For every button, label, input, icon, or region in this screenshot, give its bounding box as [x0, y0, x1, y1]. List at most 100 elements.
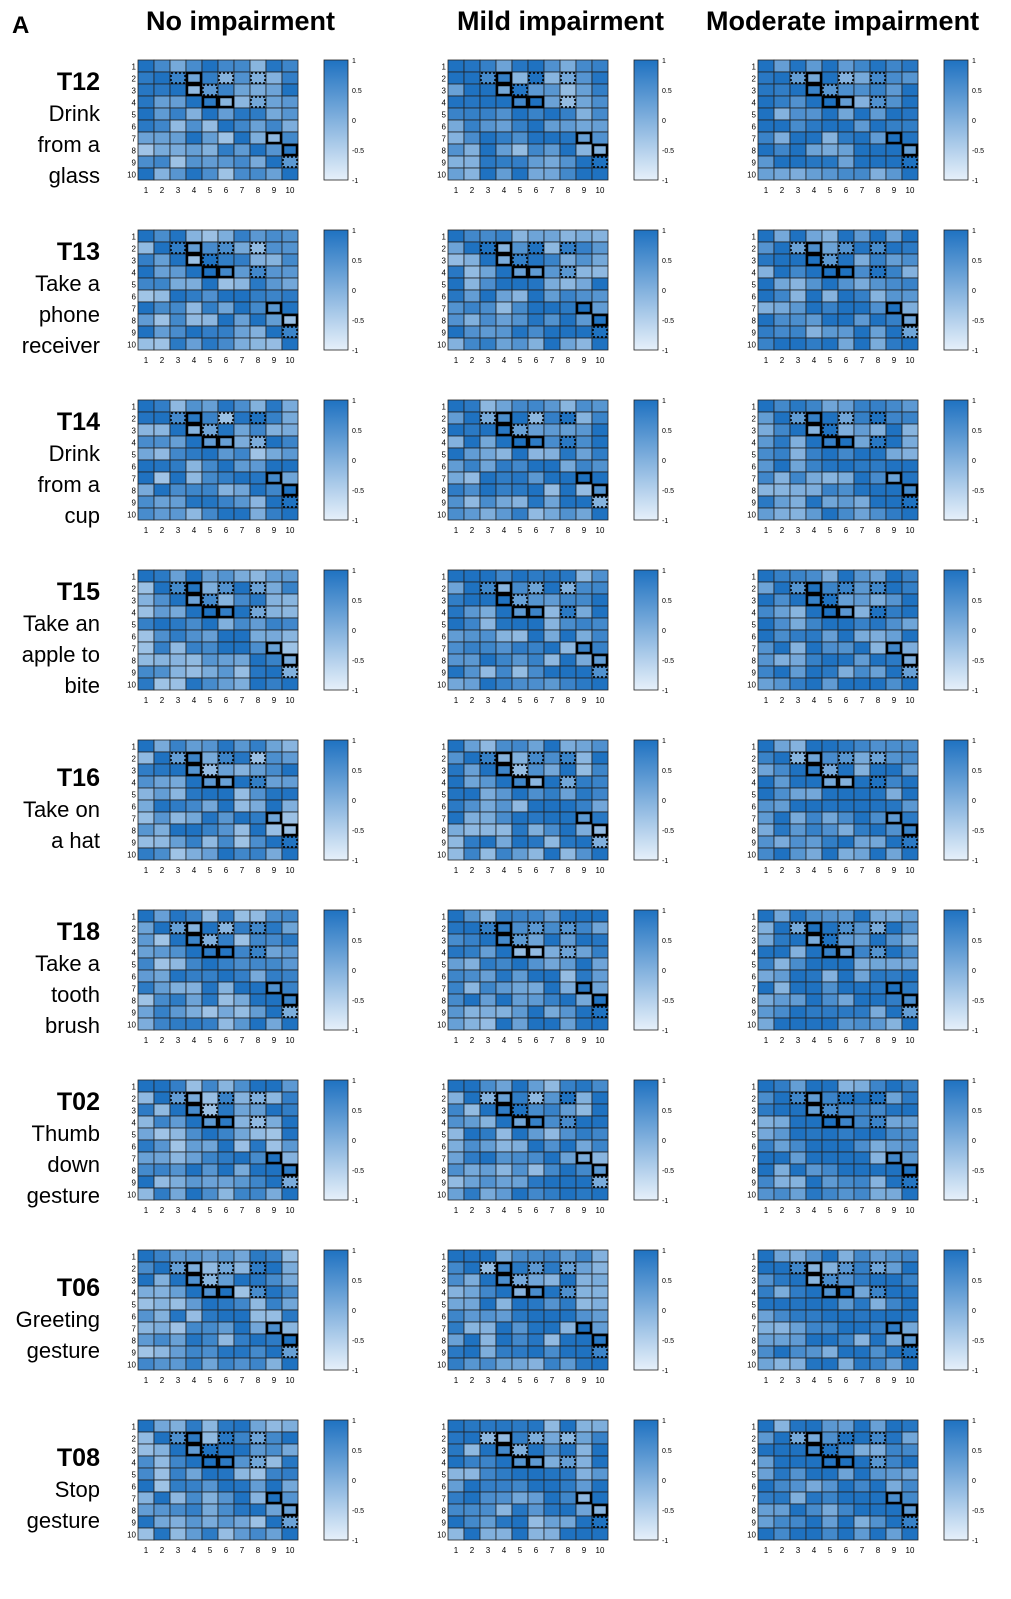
heatmap-cell	[773, 277, 791, 291]
colorbar-tick-label: 0.5	[662, 1278, 672, 1285]
heatmap-cell	[773, 95, 791, 109]
y-tick-label: 10	[747, 1020, 756, 1029]
x-tick-label: 5	[208, 356, 213, 365]
highlight-box-solid	[281, 653, 299, 667]
colorbar-tick-label: 1	[352, 1248, 356, 1255]
heatmap-cell	[527, 665, 545, 679]
heatmap-cell	[137, 569, 155, 583]
heatmap-cell	[805, 435, 823, 449]
heatmap-cell	[773, 155, 791, 169]
heatmap-cell	[853, 787, 871, 801]
heatmap-cell	[233, 253, 251, 267]
heatmap-cell	[169, 1103, 187, 1117]
heatmap-cell	[265, 581, 283, 595]
heatmap-cell	[137, 1467, 155, 1481]
heatmap-cell	[901, 593, 919, 607]
y-tick-label: 7	[752, 304, 757, 313]
heatmap-cell	[463, 337, 481, 351]
heatmap-cell	[511, 399, 529, 413]
x-tick-label: 6	[844, 1546, 849, 1555]
heatmap-cell	[805, 167, 823, 181]
heatmap-cell	[281, 1187, 299, 1201]
heatmap-cell	[773, 495, 791, 509]
heatmap-cell	[853, 847, 871, 861]
heatmap-cell	[463, 1467, 481, 1481]
y-tick-label: 10	[747, 1360, 756, 1369]
heatmap-cell	[837, 1467, 855, 1481]
heatmap-cell	[559, 957, 577, 971]
heatmap-cell	[885, 1273, 903, 1287]
heatmap-cell	[281, 1345, 299, 1359]
heatmap-cell	[773, 435, 791, 449]
x-tick-label: 10	[596, 526, 605, 535]
heatmap-cell	[201, 1163, 219, 1177]
y-tick-label: 9	[752, 1008, 757, 1017]
heatmap-cell	[265, 739, 283, 753]
heatmap-cell	[153, 131, 171, 145]
heatmap-cell	[233, 763, 251, 777]
heatmap-cell	[559, 581, 577, 595]
heatmap-cell	[249, 301, 267, 315]
heatmap-cell	[885, 1297, 903, 1311]
colorbar-tick-label: -1	[972, 1538, 978, 1545]
heatmap-cell	[463, 1321, 481, 1335]
colorbar-tick-label: 1	[352, 738, 356, 745]
heatmap-cell	[789, 739, 807, 753]
heatmap-cell	[869, 1005, 887, 1019]
heatmap-cell	[281, 495, 299, 509]
colorbar-tick-label: -1	[662, 178, 668, 185]
heatmap-cell	[837, 1005, 855, 1019]
heatmap-cell	[869, 1467, 887, 1481]
x-tick-label: 10	[906, 526, 915, 535]
colorbar-tick-label: 0.5	[972, 428, 982, 435]
heatmap-cell	[511, 1515, 529, 1529]
heatmap-cell	[757, 969, 775, 983]
x-tick-label: 2	[780, 186, 785, 195]
heatmap-cell	[543, 1309, 561, 1323]
heatmap-cell	[543, 411, 561, 425]
y-tick-label: 4	[752, 1458, 757, 1467]
x-tick-label: 3	[486, 1206, 491, 1215]
heatmap-cell	[575, 1309, 593, 1323]
x-tick-label: 3	[486, 526, 491, 535]
x-tick-label: 2	[160, 1546, 165, 1555]
colorbar-tick-label: -1	[972, 1368, 978, 1375]
heatmap-cell	[591, 507, 609, 521]
heatmap-cell	[511, 1333, 529, 1347]
y-tick-label: 6	[752, 122, 757, 131]
heatmap-cell	[169, 811, 187, 825]
heatmap-cell	[479, 665, 497, 679]
heatmap-cell	[281, 423, 299, 437]
heatmap-cell	[853, 1467, 871, 1481]
highlight-box-solid	[805, 1273, 823, 1287]
heatmap-cell	[821, 253, 839, 267]
colorbar-tick-label: 0.5	[662, 1108, 672, 1115]
heatmap-cell	[201, 581, 219, 595]
heatmap-cell	[137, 921, 155, 935]
heatmap-cell	[265, 1103, 283, 1117]
heatmap-cell	[527, 1491, 545, 1505]
heatmap-cell	[853, 799, 871, 813]
heatmap-cell	[265, 253, 283, 267]
heatmap-cell	[233, 1467, 251, 1481]
heatmap-cell	[757, 253, 775, 267]
x-tick-label: 8	[876, 696, 881, 705]
heatmap-cell	[559, 969, 577, 983]
heatmap-cell	[479, 1345, 497, 1359]
heatmap-cell	[591, 811, 609, 825]
heatmap-cell	[495, 1515, 513, 1529]
heatmap-cell	[463, 823, 481, 837]
y-tick-label: 5	[752, 960, 757, 969]
highlight-box-solid	[821, 945, 839, 959]
heatmap-cell	[805, 957, 823, 971]
heatmap-cell	[153, 677, 171, 691]
heatmap-cell	[511, 1357, 529, 1371]
colorbar-tick-label: 0	[352, 968, 356, 975]
heatmap-cell	[249, 1527, 267, 1541]
heatmap-cell	[527, 83, 545, 97]
heatmap-cell	[591, 277, 609, 291]
heatmap-cell	[153, 811, 171, 825]
heatmap-cell	[153, 1455, 171, 1469]
heatmap-cell	[559, 1345, 577, 1359]
